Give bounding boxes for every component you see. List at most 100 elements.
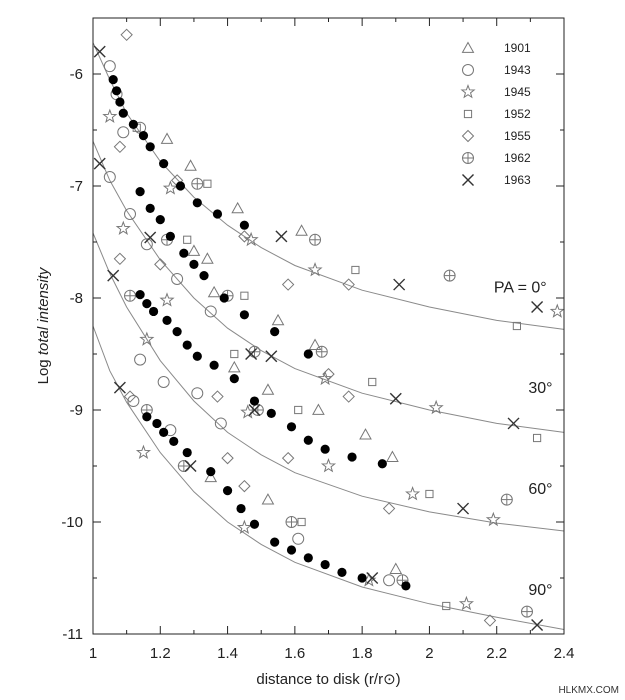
point-filled bbox=[108, 75, 118, 85]
point-1945 bbox=[549, 303, 565, 318]
legend: 1901 1943 1945 1952 1955 1962 1963 bbox=[460, 41, 531, 187]
point-1952 bbox=[512, 321, 521, 331]
point-1952 bbox=[351, 265, 360, 275]
point-1943 bbox=[140, 238, 153, 251]
point-1945 bbox=[317, 370, 333, 386]
point-1943 bbox=[214, 417, 227, 430]
x-tick-label: 1 bbox=[89, 645, 97, 662]
point-1952 bbox=[532, 433, 542, 443]
point-1943 bbox=[292, 532, 305, 545]
point-1952 bbox=[230, 349, 239, 359]
point-1945 bbox=[307, 262, 323, 277]
curve-label: 90° bbox=[528, 582, 552, 599]
point-1943 bbox=[383, 574, 396, 587]
y-axis-label-prefix: Log bbox=[35, 355, 52, 384]
point-filled bbox=[286, 422, 297, 432]
point-1955 bbox=[238, 479, 251, 493]
point-filled bbox=[128, 119, 138, 129]
point-filled bbox=[182, 447, 192, 458]
y-tick-label: -10 bbox=[61, 514, 83, 531]
point-filled bbox=[337, 567, 347, 578]
point-1962 bbox=[443, 269, 456, 282]
point-filled bbox=[111, 86, 122, 96]
point-1943 bbox=[103, 60, 116, 73]
point-1962 bbox=[309, 233, 322, 246]
point-1943 bbox=[117, 126, 130, 139]
point-filled bbox=[286, 545, 297, 555]
point-filled bbox=[236, 503, 246, 514]
point-filled bbox=[142, 299, 152, 309]
curve-label: 60° bbox=[528, 481, 552, 498]
point-1901 bbox=[231, 201, 245, 214]
legend-item: 1963 bbox=[462, 173, 531, 187]
point-1945 bbox=[428, 399, 444, 415]
legend-marker-square bbox=[463, 109, 473, 119]
point-filled bbox=[199, 271, 209, 281]
point-1945 bbox=[162, 180, 178, 195]
point-filled bbox=[192, 198, 202, 208]
point-filled bbox=[222, 486, 233, 496]
point-filled bbox=[209, 360, 219, 370]
point-1945 bbox=[320, 458, 337, 473]
point-1901 bbox=[261, 383, 275, 395]
point-1963 bbox=[457, 502, 470, 515]
point-filled bbox=[118, 108, 128, 118]
x-tick-label: 2.4 bbox=[554, 645, 575, 662]
point-1955 bbox=[238, 230, 251, 243]
legend-marker-triangle bbox=[461, 41, 475, 53]
point-filled bbox=[135, 290, 145, 300]
y-axis-label-italic: total intensity bbox=[35, 266, 52, 355]
point-filled bbox=[148, 306, 159, 317]
legend-marker-circle bbox=[462, 64, 474, 76]
point-1943 bbox=[171, 272, 184, 285]
point-filled bbox=[179, 248, 189, 258]
point-1963 bbox=[113, 381, 126, 394]
legend-label: 1952 bbox=[504, 107, 531, 121]
point-1952 bbox=[297, 517, 306, 527]
legend-item: 1945 bbox=[460, 84, 531, 99]
point-1955 bbox=[221, 451, 234, 465]
point-filled bbox=[229, 374, 239, 384]
point-filled bbox=[347, 452, 357, 462]
point-filled bbox=[239, 310, 249, 320]
point-1901 bbox=[312, 403, 325, 415]
legend-item: 1962 bbox=[462, 151, 531, 165]
fit-curve bbox=[92, 232, 565, 532]
point-1901 bbox=[261, 493, 275, 505]
point-1962 bbox=[500, 493, 513, 506]
fit-curves bbox=[92, 42, 565, 630]
point-filled bbox=[115, 97, 125, 107]
point-1962 bbox=[285, 516, 298, 528]
point-1901 bbox=[187, 244, 201, 256]
curve-label: PA = 0° bbox=[494, 279, 547, 296]
point-1952 bbox=[203, 179, 212, 188]
point-filled bbox=[377, 459, 387, 469]
curve-labels: PA = 0° 30° 60° 90° bbox=[494, 279, 553, 598]
x-tick-label: 2 bbox=[425, 645, 433, 662]
point-filled bbox=[357, 573, 367, 583]
point-1955 bbox=[382, 502, 396, 515]
point-1943 bbox=[157, 376, 170, 388]
point-1952 bbox=[368, 377, 377, 387]
axis-ticks: 1 1.2 1.4 1.6 1.8 2 2.2 2.4 -6 -7 -8 -9 -10 -11 bbox=[61, 17, 575, 662]
point-1963 bbox=[107, 269, 120, 282]
point-1955 bbox=[113, 252, 127, 266]
y-tick-label: -7 bbox=[70, 178, 83, 195]
point-1955 bbox=[120, 28, 133, 42]
point-filled bbox=[303, 349, 313, 359]
point-1963 bbox=[184, 460, 197, 472]
point-1943 bbox=[103, 171, 116, 184]
point-1943 bbox=[204, 305, 217, 318]
point-filled bbox=[206, 467, 216, 477]
point-filled bbox=[145, 203, 155, 213]
point-1901 bbox=[271, 313, 285, 326]
point-1963 bbox=[93, 45, 106, 58]
y-axis-label: Log total intensity bbox=[35, 266, 52, 384]
point-1962 bbox=[191, 177, 204, 190]
point-1955 bbox=[113, 140, 127, 154]
point-1945 bbox=[236, 519, 252, 535]
point-1963 bbox=[531, 619, 544, 632]
point-1901 bbox=[389, 562, 403, 574]
point-filled bbox=[303, 435, 313, 445]
point-1943 bbox=[191, 387, 204, 400]
